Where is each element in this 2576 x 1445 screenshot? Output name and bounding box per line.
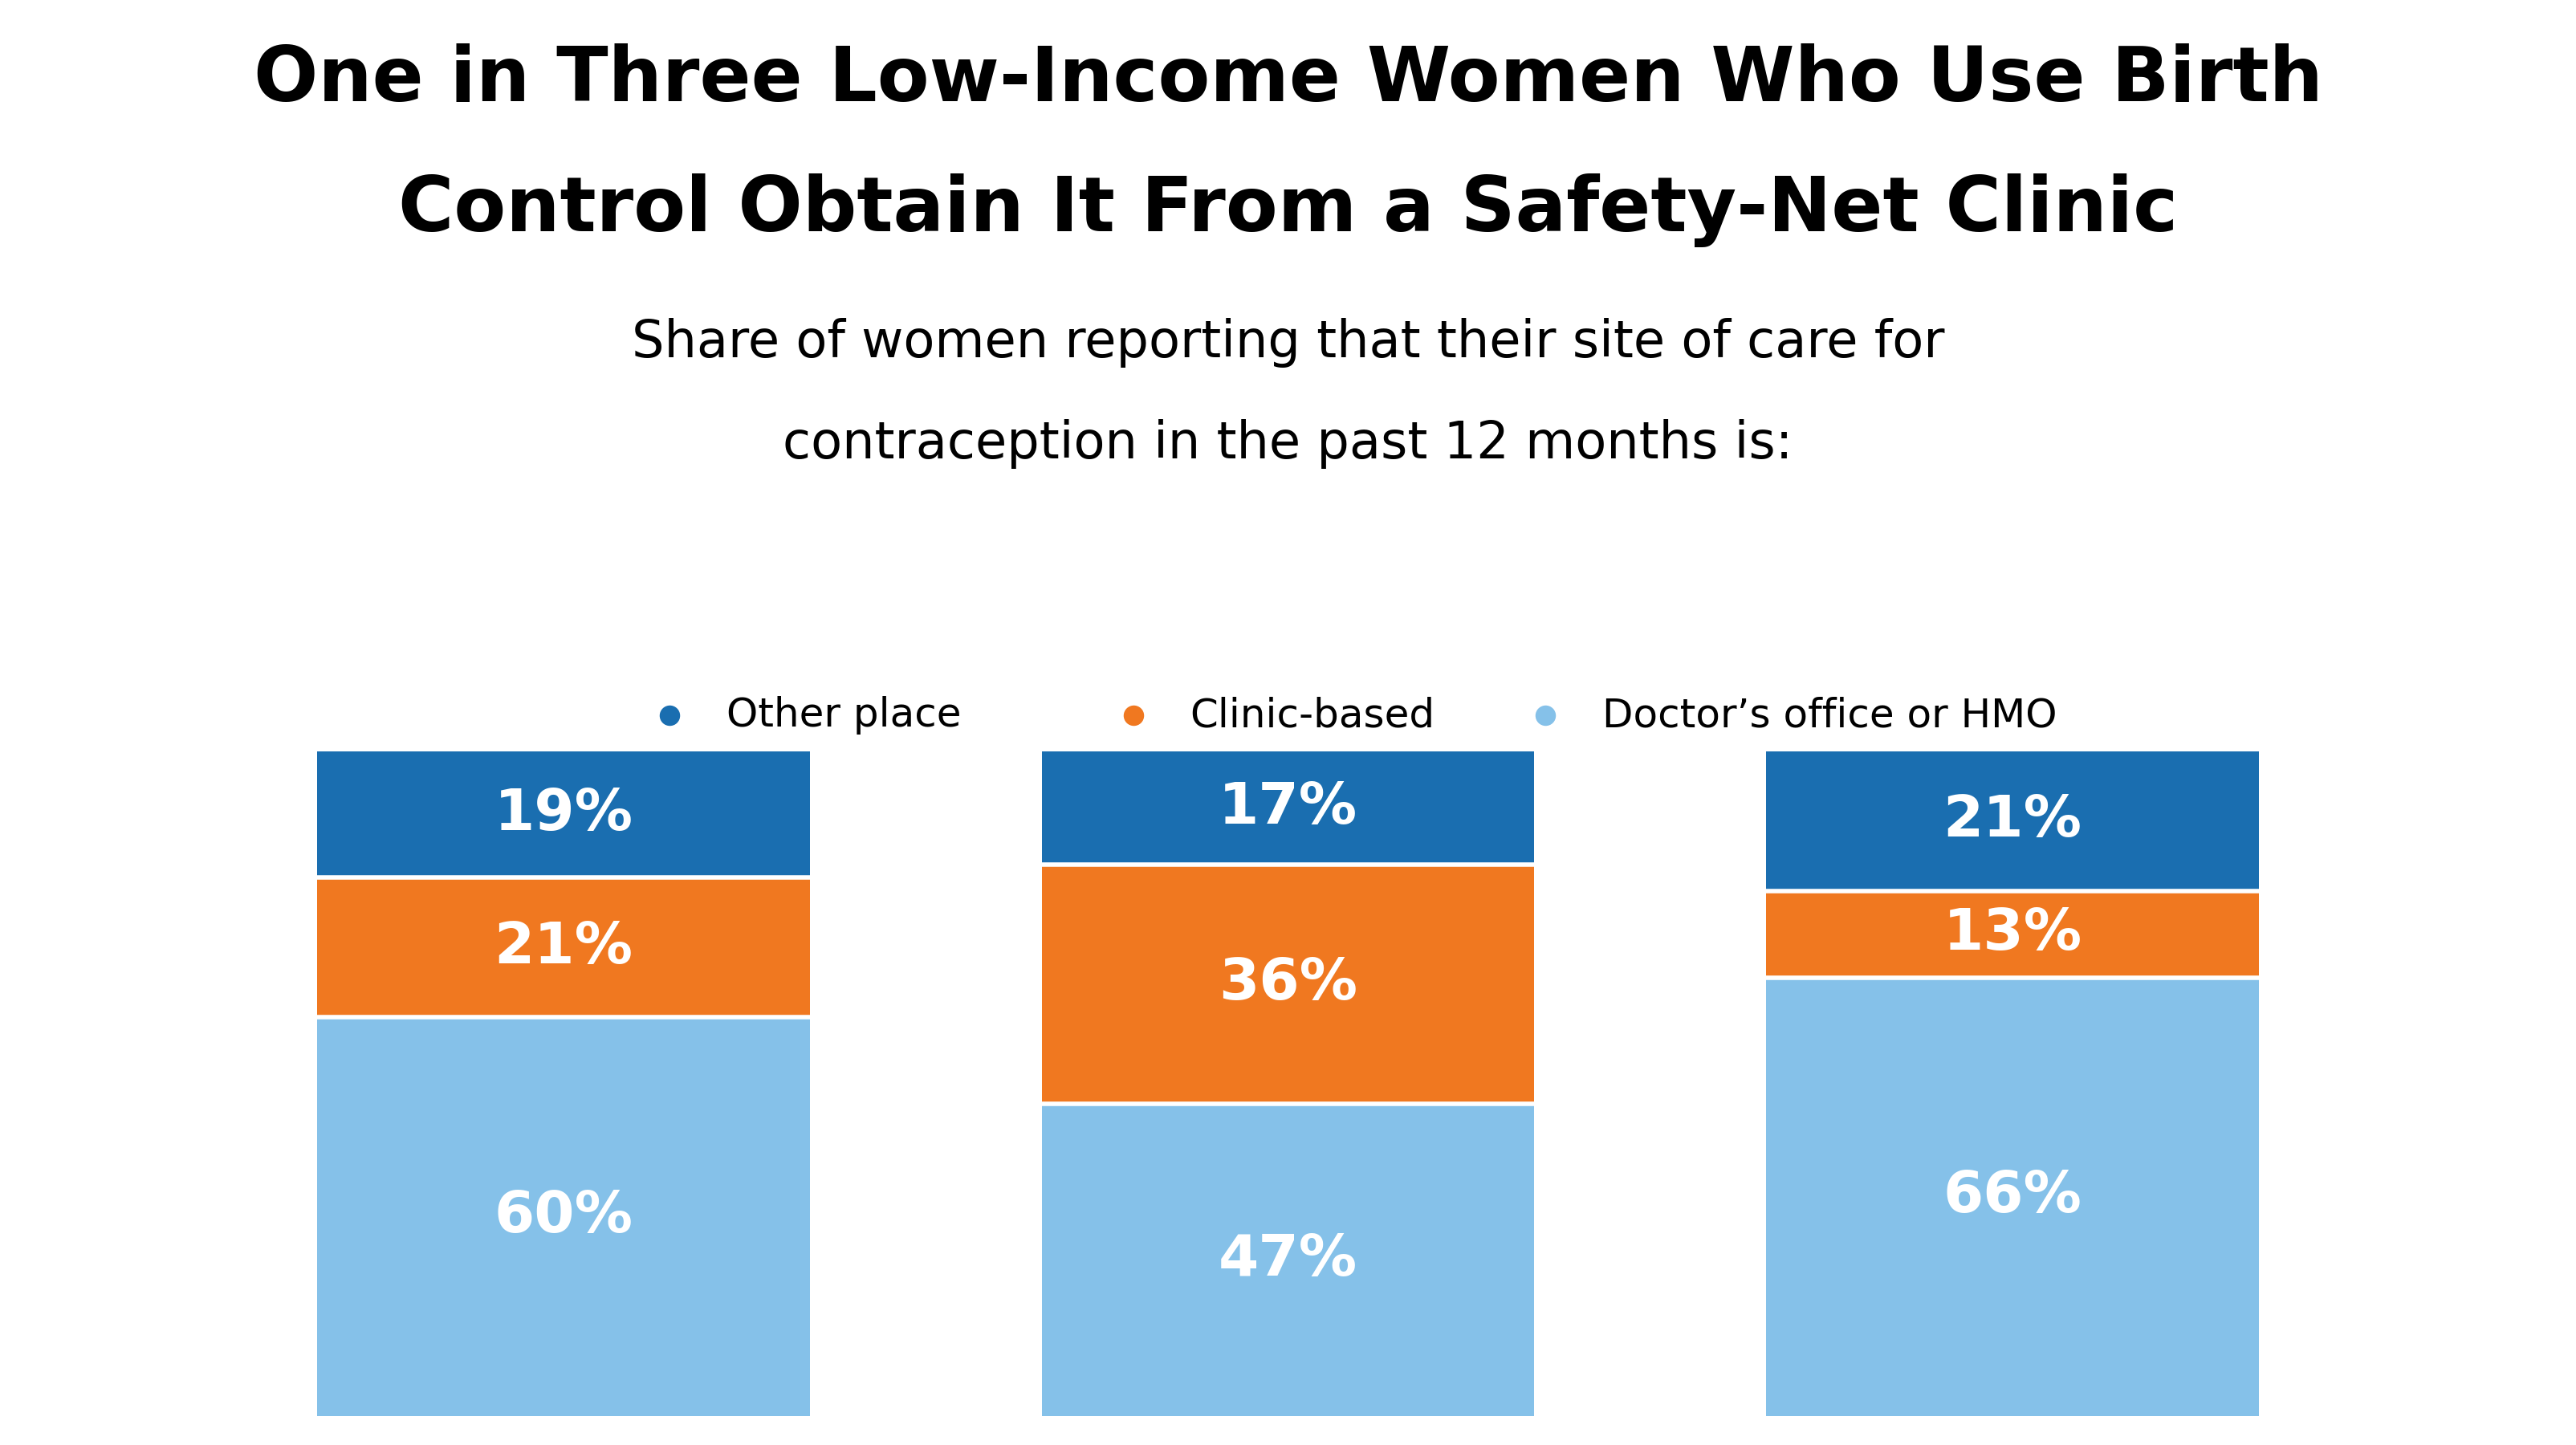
Bar [1041,864,1535,1104]
Text: contraception in the past 12 months is:: contraception in the past 12 months is: [783,419,1793,468]
Text: Other place: Other place [726,696,961,734]
Bar [1041,1104,1535,1416]
Bar [1767,892,2259,977]
Bar [1767,751,2259,892]
Text: 19%: 19% [495,788,634,842]
Text: 21%: 21% [1942,793,2081,848]
Text: 47%: 47% [1218,1233,1358,1287]
Bar [317,751,809,877]
Bar [1767,977,2259,1416]
Bar [1041,751,1535,864]
Text: Share of women reporting that their site of care for: Share of women reporting that their site… [631,318,1945,367]
Bar [317,1017,809,1416]
Text: One in Three Low-Income Women Who Use Birth: One in Three Low-Income Women Who Use Bi… [252,43,2324,117]
Text: Control Obtain It From a Safety-Net Clinic: Control Obtain It From a Safety-Net Clin… [399,173,2177,247]
Point [1113,704,1154,727]
Text: Clinic-based: Clinic-based [1190,696,1435,734]
Point [1525,704,1566,727]
Text: 60%: 60% [495,1189,634,1244]
Text: 13%: 13% [1942,906,2081,962]
Text: 36%: 36% [1218,957,1358,1012]
Point [649,704,690,727]
Bar [317,877,809,1017]
Text: 66%: 66% [1942,1169,2081,1224]
Text: Doctor’s office or HMO: Doctor’s office or HMO [1602,696,2058,734]
Text: 17%: 17% [1218,780,1358,835]
Text: 21%: 21% [495,920,634,975]
